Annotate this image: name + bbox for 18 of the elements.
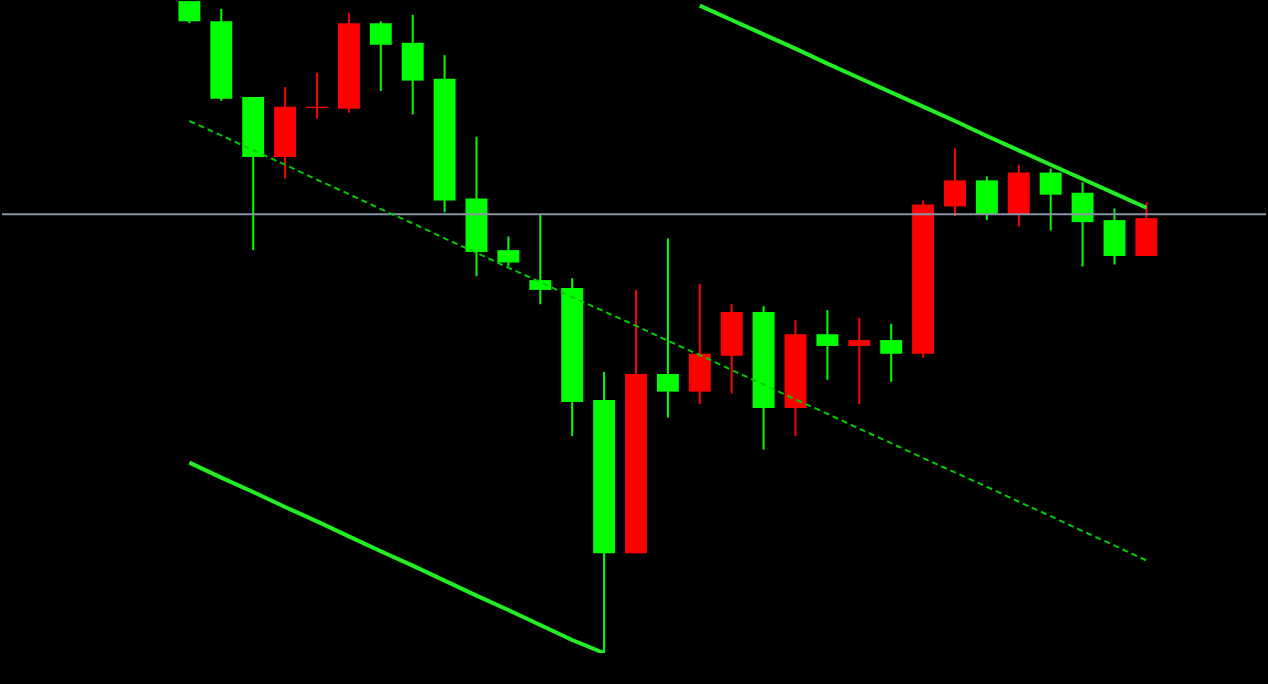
candlestick: [656, 237, 679, 419]
candlestick: [497, 235, 520, 268]
candlestick: [688, 283, 711, 405]
candlestick: [1071, 181, 1094, 268]
candlestick: [178, 1, 201, 25]
candlestick: [848, 316, 871, 405]
candlestick: [369, 20, 392, 93]
candlestick: [1007, 163, 1030, 228]
candlestick: [1039, 167, 1062, 232]
candlestick: [401, 13, 424, 116]
candlestick: [720, 303, 743, 395]
candlestick: [975, 175, 998, 222]
candlestick: [944, 147, 966, 218]
candlestick: [880, 322, 903, 383]
candlestick: [816, 309, 839, 381]
candlestick: [1103, 207, 1126, 266]
candlestick: [1135, 201, 1158, 257]
candlestick: [529, 213, 552, 306]
